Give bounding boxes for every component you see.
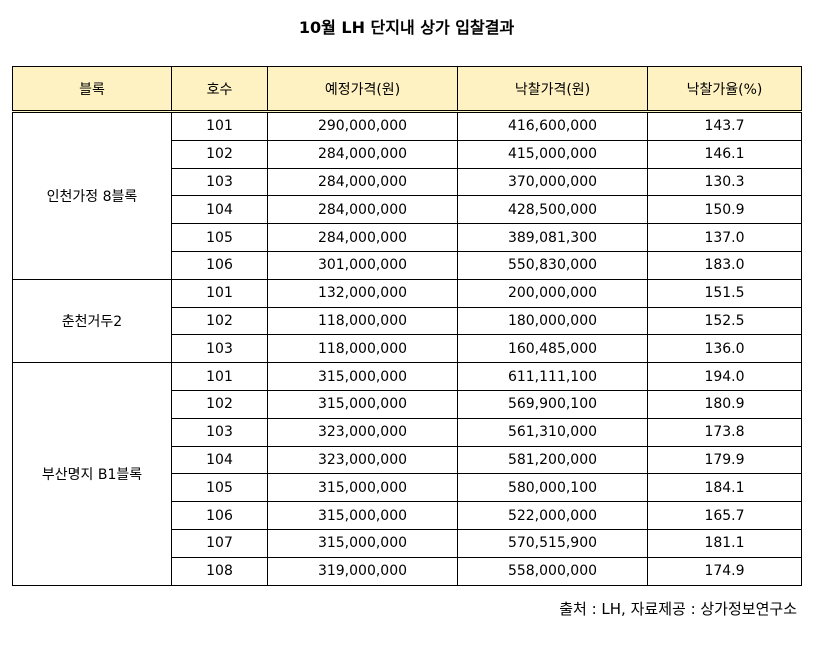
bid-rate-cell: 130.3 — [647, 167, 802, 197]
bid-rate-cell: 173.8 — [647, 417, 802, 447]
table-row: 108 319,000,000 558,000,000 174.9 — [13, 556, 802, 586]
header-cell: 낙찰가율(%) — [647, 66, 802, 113]
winning-bid-cell: 200,000,000 — [457, 278, 648, 308]
estimated-price-cell: 315,000,000 — [267, 473, 458, 503]
block-cell: 춘천거두2 — [12, 278, 172, 364]
unit-cell: 106 — [171, 501, 268, 530]
bid-rate-cell: 150.9 — [647, 195, 802, 225]
unit-cell: 103 — [171, 417, 268, 447]
winning-bid-cell: 569,900,100 — [457, 389, 648, 419]
bid-rate-cell: 174.9 — [647, 556, 802, 586]
header-cell: 블록 — [12, 66, 172, 113]
table-row: 106 301,000,000 550,830,000 183.0 — [13, 250, 802, 280]
table-row: 105 284,000,000 389,081,300 137.0 — [13, 223, 802, 252]
unit-cell: 101 — [171, 278, 268, 308]
unit-cell: 103 — [171, 167, 268, 197]
title: 10월 LH 단지내 상가 입찰결과 — [298, 18, 515, 37]
estimated-price-cell: 301,000,000 — [267, 250, 458, 280]
estimated-price-cell: 284,000,000 — [267, 223, 458, 252]
estimated-price-cell: 315,000,000 — [267, 528, 458, 558]
unit-cell: 101 — [171, 111, 268, 141]
estimated-price-cell: 284,000,000 — [267, 195, 458, 225]
unit-cell: 106 — [171, 250, 268, 280]
estimated-price-cell: 315,000,000 — [267, 362, 458, 391]
unit-cell: 104 — [171, 195, 268, 225]
estimated-price-cell: 284,000,000 — [267, 167, 458, 197]
estimated-price-cell: 323,000,000 — [267, 445, 458, 475]
bid-rate-cell: 146.1 — [647, 139, 802, 169]
header-cell: 호수 — [171, 66, 268, 113]
unit-cell: 101 — [171, 362, 268, 391]
unit-cell: 105 — [171, 473, 268, 503]
results-table: 블록 호수 예정가격(원) 낙찰가격(원) 낙찰가율(%) 인천가정 8블록 101 290… — [12, 66, 802, 586]
estimated-price-cell: 290,000,000 — [267, 111, 458, 141]
bid-rate-cell: 181.1 — [647, 528, 802, 558]
header-cell: 낙찰가격(원) — [457, 66, 648, 113]
unit-cell: 102 — [171, 139, 268, 169]
unit-cell: 102 — [171, 306, 268, 336]
winning-bid-cell: 180,000,000 — [457, 306, 648, 336]
estimated-price-cell: 118,000,000 — [267, 334, 458, 364]
winning-bid-cell: 415,000,000 — [457, 139, 648, 169]
unit-cell: 107 — [171, 528, 268, 558]
table-row: 104 284,000,000 428,500,000 150.9 — [13, 195, 802, 225]
winning-bid-cell: 580,000,100 — [457, 473, 648, 503]
bid-rate-cell: 183.0 — [647, 250, 802, 280]
winning-bid-cell: 389,081,300 — [457, 223, 648, 252]
source-note: 출처 : LH, 자료제공 : 상가정보연구소 — [559, 600, 797, 618]
block-cell: 인천가정 8블록 — [12, 111, 172, 280]
bid-rate-cell: 151.5 — [647, 278, 802, 308]
estimated-price-cell: 118,000,000 — [267, 306, 458, 336]
estimated-price-cell: 323,000,000 — [267, 417, 458, 447]
bid-rate-cell: 143.7 — [647, 111, 802, 141]
bid-rate-cell: 137.0 — [647, 223, 802, 252]
header-row: 블록 호수 예정가격(원) 낙찰가격(원) 낙찰가율(%) — [12, 66, 802, 113]
block-cell: 부산명지 B1블록 — [12, 362, 172, 586]
unit-cell: 105 — [171, 223, 268, 252]
estimated-price-cell: 132,000,000 — [267, 278, 458, 308]
unit-cell: 102 — [171, 389, 268, 419]
table-row: 103 118,000,000 160,485,000 136.0 — [13, 334, 802, 364]
winning-bid-cell: 558,000,000 — [457, 556, 648, 586]
table-row: 부산명지 B1블록 101 315,000,000 611,111,100 194.0 — [12, 362, 802, 586]
table-row: 인천가정 8블록 101 290,000,000 416,600,000 143.7 — [12, 111, 802, 280]
winning-bid-cell: 570,515,900 — [457, 528, 648, 558]
winning-bid-cell: 611,111,100 — [457, 362, 648, 391]
table-body: 인천가정 8블록 101 290,000,000 416,600,000 143.7 10… — [12, 111, 802, 586]
table-row: 106 315,000,000 522,000,000 165.7 — [13, 501, 802, 530]
winning-bid-cell: 160,485,000 — [457, 334, 648, 364]
winning-bid-cell: 370,000,000 — [457, 167, 648, 197]
winning-bid-cell: 522,000,000 — [457, 501, 648, 530]
estimated-price-cell: 319,000,000 — [267, 556, 458, 586]
estimated-price-cell: 284,000,000 — [267, 139, 458, 169]
table-row: 102 118,000,000 180,000,000 152.5 — [13, 306, 802, 336]
winning-bid-cell: 550,830,000 — [457, 250, 648, 280]
unit-cell: 108 — [171, 556, 268, 586]
bid-rate-cell: 179.9 — [647, 445, 802, 475]
bid-rate-cell: 152.5 — [647, 306, 802, 336]
table-row: 102 315,000,000 569,900,100 180.9 — [13, 389, 802, 419]
unit-cell: 104 — [171, 445, 268, 475]
winning-bid-cell: 428,500,000 — [457, 195, 648, 225]
winning-bid-cell: 581,200,000 — [457, 445, 648, 475]
estimated-price-cell: 315,000,000 — [267, 501, 458, 530]
table-row: 105 315,000,000 580,000,100 184.1 — [13, 473, 802, 503]
bid-rate-cell: 165.7 — [647, 501, 802, 530]
table-row: 103 284,000,000 370,000,000 130.3 — [13, 167, 802, 197]
bid-rate-cell: 136.0 — [647, 334, 802, 364]
winning-bid-cell: 561,310,000 — [457, 417, 648, 447]
estimated-price-cell: 315,000,000 — [267, 389, 458, 419]
header-cell: 예정가격(원) — [267, 66, 458, 113]
bid-rate-cell: 184.1 — [647, 473, 802, 503]
table-row: 102 284,000,000 415,000,000 146.1 — [13, 139, 802, 169]
unit-cell: 103 — [171, 334, 268, 364]
table-row: 춘천거두2 101 132,000,000 200,000,000 151.5 — [12, 278, 802, 364]
table-row: 107 315,000,000 570,515,900 181.1 — [13, 528, 802, 558]
bid-rate-cell: 194.0 — [647, 362, 802, 391]
winning-bid-cell: 416,600,000 — [457, 111, 648, 141]
bid-rate-cell: 180.9 — [647, 389, 802, 419]
